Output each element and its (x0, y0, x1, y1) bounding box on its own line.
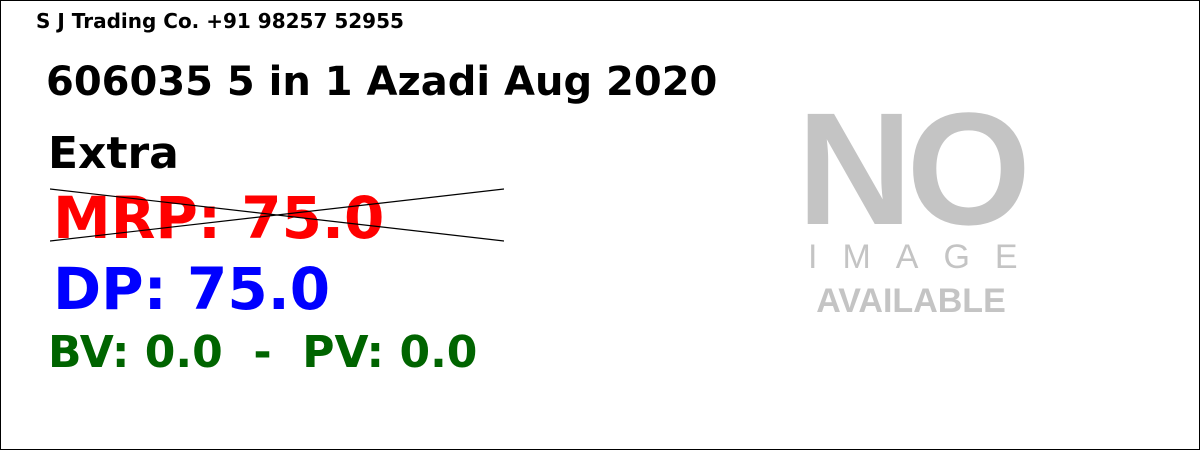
no-image-line3: AVAILABLE (816, 282, 1006, 320)
seller-info: S J Trading Co. +91 98257 52955 (36, 9, 404, 33)
no-image-placeholder: NO IMAGE AVAILABLE (796, 89, 1043, 324)
product-category: Extra (48, 128, 179, 179)
no-image-line1: NO (797, 79, 1031, 258)
mrp-strikethrough (50, 188, 504, 242)
bv-pv-values: BV: 0.0 - PV: 0.0 (48, 327, 478, 378)
product-title: 606035 5 in 1 Azadi Aug 2020 (46, 59, 718, 105)
no-image-line2: IMAGE (808, 238, 1043, 276)
dp-price: DP: 75.0 (53, 255, 331, 323)
